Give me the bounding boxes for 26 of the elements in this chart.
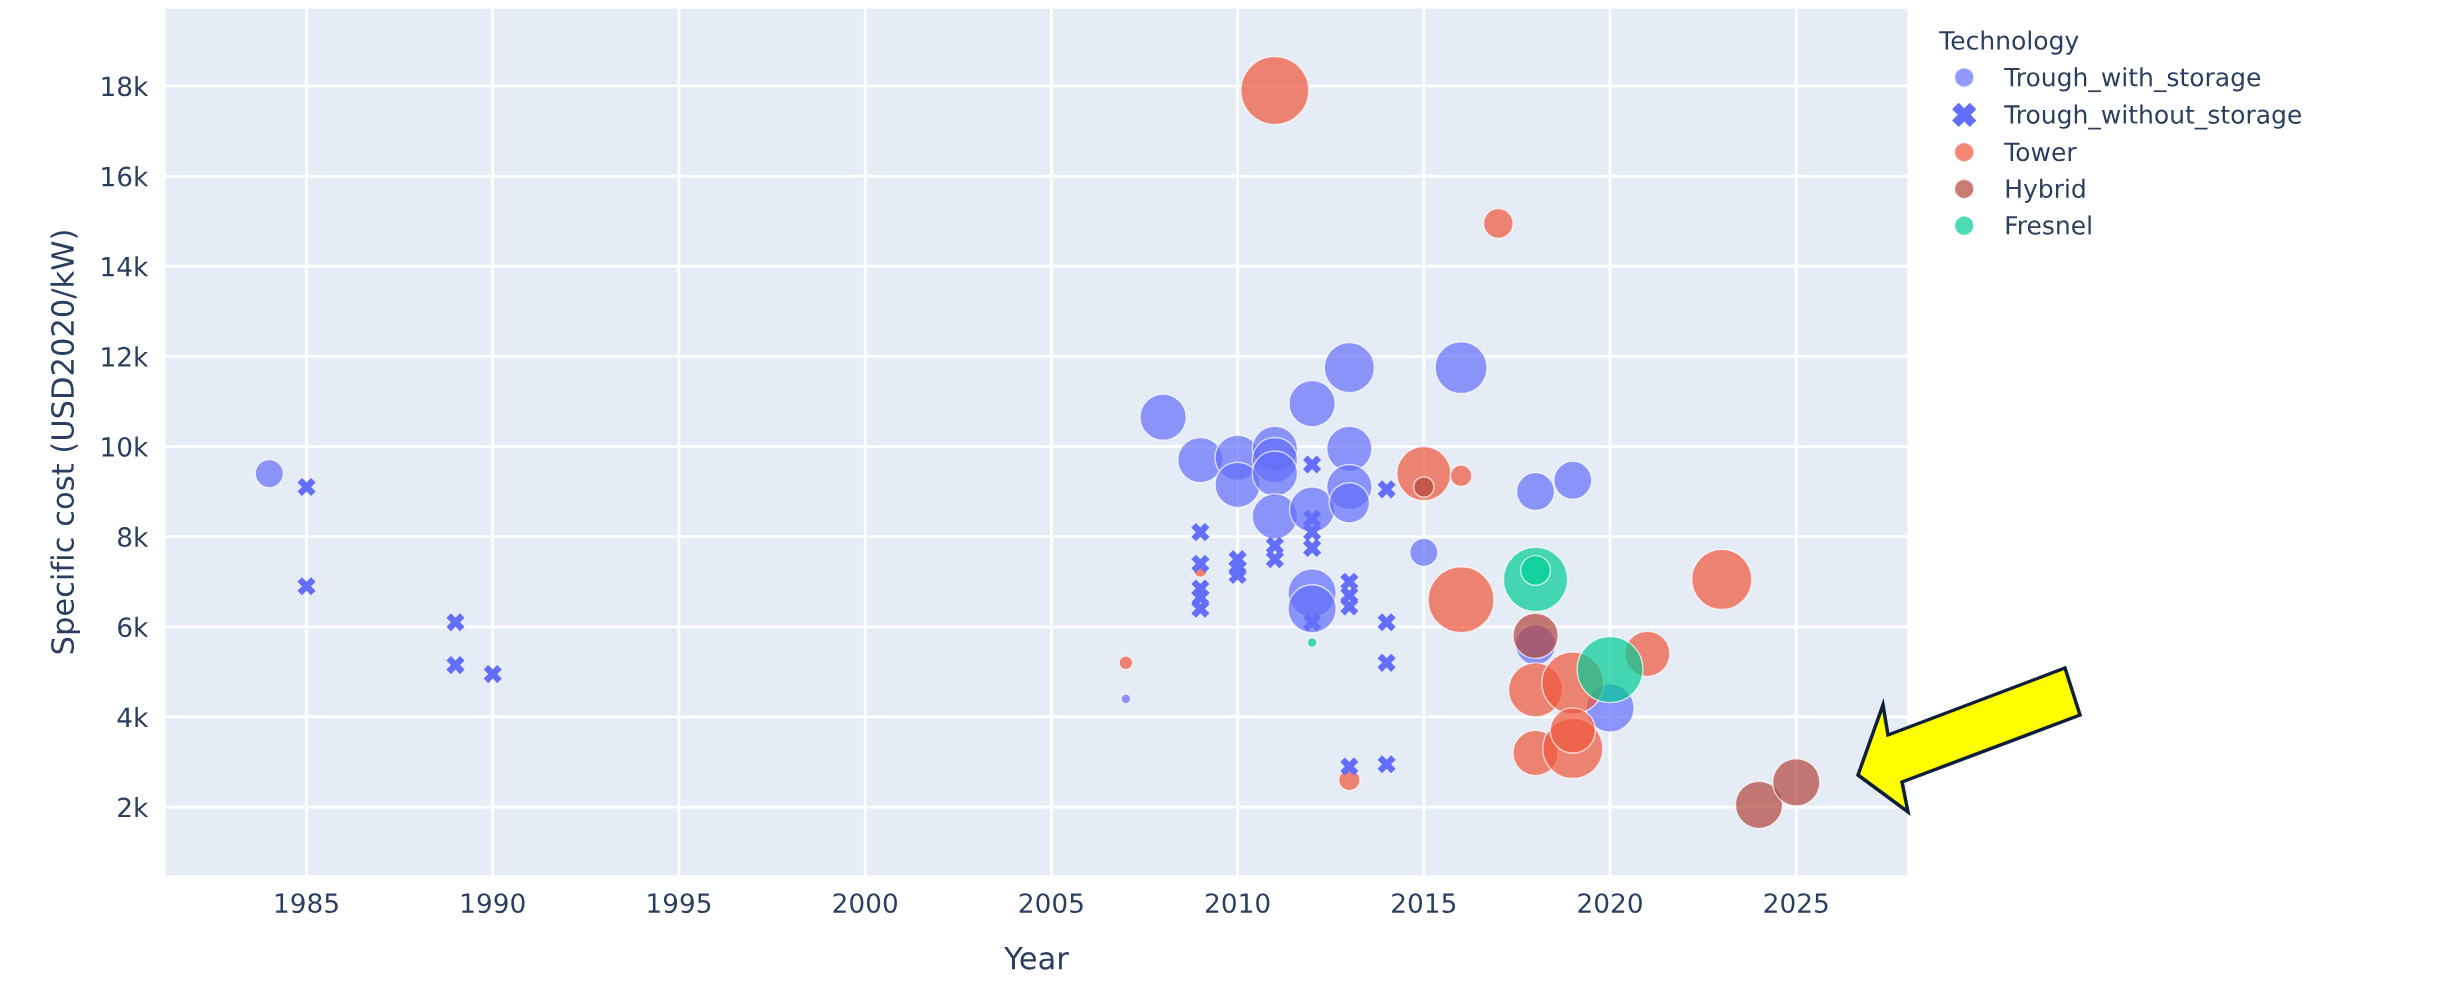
y-tick-label: 10k	[102, 436, 149, 457]
x-tick-label: 2015	[1392, 893, 1456, 914]
y-tick-label: 14k	[102, 256, 149, 277]
y-axis-title: Specific cost (USD2020/kW)	[50, 231, 81, 654]
x-tick-label: 2020	[1578, 893, 1642, 914]
y-tick-label: 12k	[102, 346, 149, 367]
y-tick-label: 16k	[102, 166, 149, 187]
y-tick-label: 8k	[118, 526, 149, 548]
x-tick-label: 1985	[275, 893, 338, 914]
x-tick-label: 1995	[648, 893, 711, 914]
x-tick-label: 2000	[833, 893, 898, 914]
x-tick-label: 2025	[1764, 893, 1828, 914]
legend-label: Trough_with_storage	[2004, 67, 2261, 93]
y-tick-label: 18k	[102, 75, 149, 97]
legend-label: Hybrid	[2006, 178, 2085, 203]
legend-label: Trough_without_storage	[2004, 104, 2301, 130]
x-tick-label: 1990	[462, 893, 525, 914]
y-tick-label: 4k	[117, 706, 149, 727]
y-tick-label: 2k	[118, 797, 149, 818]
x-tick-label: 2010	[1205, 893, 1270, 914]
x-tick-label: 2005	[1019, 893, 1083, 914]
x-axis-title: Year	[1004, 946, 1069, 970]
legend-label: Fresnel	[2006, 215, 2091, 235]
legend-title: Technology	[1939, 30, 2079, 55]
y-tick-label: 6k	[118, 616, 149, 638]
legend-label: Tower	[2004, 142, 2077, 162]
